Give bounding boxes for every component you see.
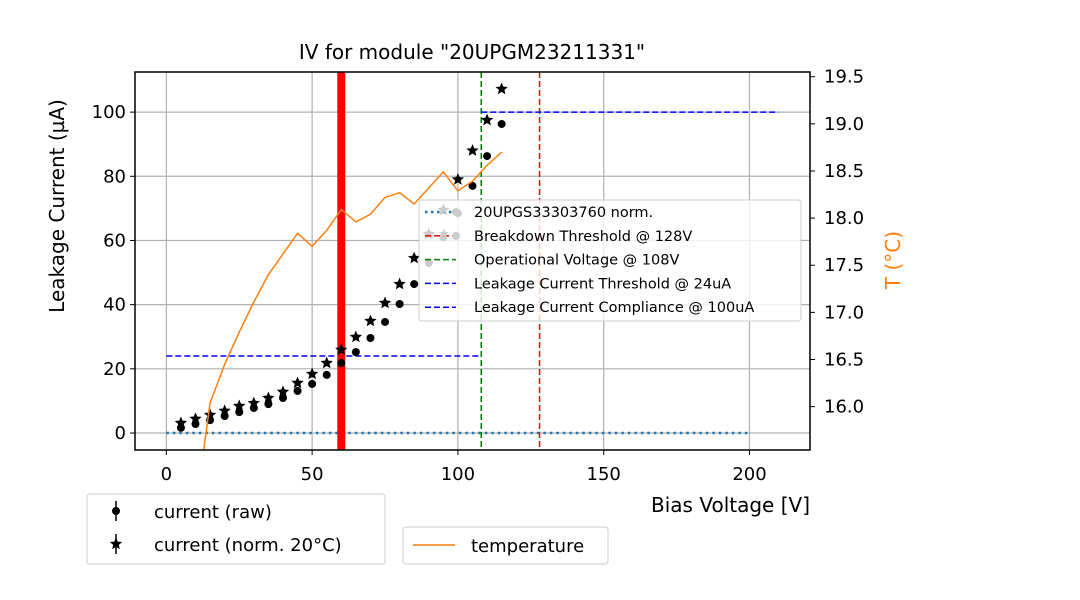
norm-current-point [233, 399, 246, 412]
y2-tick-label: 18.5 [824, 161, 864, 182]
legend-inner-label: Operational Voltage @ 108V [474, 253, 679, 269]
legend-inner-entry: 20UPGS33303760 norm. [425, 205, 653, 221]
norm-current-point [495, 82, 508, 95]
norm-current-point [320, 356, 333, 369]
y2-axis-ticks: 16.0 16.5 17.0 17.5 18.0 18.5 19.0 19.5 [810, 67, 864, 418]
y-tick-label: 40 [103, 295, 126, 316]
norm-current-point [305, 367, 319, 380]
raw-current-point [497, 119, 506, 128]
y2-tick-label: 19.0 [824, 114, 864, 135]
raw-current-point [293, 386, 302, 395]
norm-current-point [189, 412, 202, 425]
legend-current: current (raw) current (norm. 20°C) [86, 493, 386, 565]
y-tick-label: 0 [115, 423, 126, 444]
raw-current-point [351, 348, 360, 357]
legend-entry-norm: current (norm. 20°C) [109, 534, 342, 556]
legend-inner-label: Breakdown Threshold @ 128V [474, 229, 692, 245]
legend-inner-label: Leakage Current Compliance @ 100uA [474, 300, 754, 316]
legend-inner-entry: Leakage Current Threshold @ 24uA [425, 276, 731, 292]
legend-label-norm: current (norm. 20°C) [154, 535, 342, 556]
legend-dot-icon [452, 208, 460, 216]
x-tick-label: 50 [301, 464, 324, 485]
x-axis-ticks: 0 50 100 150 200 [161, 450, 767, 485]
norm-current-point [466, 144, 479, 156]
raw-current-point [381, 317, 390, 326]
y-tick-label: 20 [103, 359, 126, 380]
temperature-line [202, 151, 503, 450]
x-tick-label: 100 [441, 464, 475, 485]
legend-label-temperature: temperature [471, 536, 584, 557]
y2-tick-label: 17.5 [824, 255, 864, 276]
norm-current-point [174, 416, 188, 429]
temperature-series [202, 151, 503, 450]
raw-current-point [468, 181, 477, 190]
norm-current-point [291, 376, 304, 389]
y2-tick-label: 16.5 [824, 350, 864, 371]
legend-inner-entry: Breakdown Threshold @ 128V [425, 228, 692, 245]
x-tick-label: 0 [161, 464, 172, 485]
raw-current-point [322, 370, 331, 379]
raw-current-point [395, 299, 404, 308]
y-axis-label: Leakage Current (µA) [45, 99, 69, 313]
star-marker-icon [109, 537, 123, 550]
norm-current-point [247, 396, 260, 409]
y2-axis-label: T (°C) [881, 231, 905, 290]
legend-entry-raw: current (raw) [112, 501, 272, 523]
y-tick-label: 80 [103, 166, 126, 187]
norm-current-point [335, 343, 348, 356]
x-tick-label: 150 [587, 464, 621, 485]
y2-tick-label: 18.0 [824, 208, 864, 229]
norm-current-point [218, 404, 231, 417]
norm-current-point [408, 251, 421, 264]
y-tick-label: 100 [92, 102, 126, 123]
raw-current-point [337, 359, 346, 368]
norm-current-point [203, 408, 217, 421]
legend-star-icon [439, 228, 449, 238]
y2-tick-label: 17.0 [824, 302, 864, 323]
raw-current-point [410, 280, 419, 289]
y-axis-ticks: 0 20 40 60 80 100 [92, 102, 135, 444]
legend-label-raw: current (raw) [154, 502, 272, 523]
y-tick-label: 60 [103, 230, 126, 251]
raw-current-point [308, 379, 317, 388]
legend-inner-entry: Leakage Current Compliance @ 100uA [425, 300, 754, 316]
chart-title: IV for module "20UPGM23211331" [299, 40, 645, 64]
norm-current-point [451, 173, 465, 185]
norm-current-point [378, 296, 392, 309]
plot-frame [134, 71, 811, 451]
raw-current-point [366, 334, 375, 343]
norm-current-point [349, 330, 363, 343]
x-axis-label: Bias Voltage [V] [651, 493, 810, 517]
norm-current-point [480, 113, 494, 126]
norm-current-point [364, 314, 377, 327]
legend-temperature: temperature [402, 526, 609, 565]
y2-tick-label: 19.5 [824, 67, 864, 88]
norm-current-point [393, 277, 406, 290]
legend-reference-lines: 20UPGS33303760 norm. Breakdown Threshold … [418, 199, 802, 322]
norm-current-point [262, 391, 275, 404]
y2-tick-label: 16.0 [824, 397, 864, 418]
x-tick-label: 200 [732, 464, 766, 485]
legend-inner-label: 20UPGS33303760 norm. [474, 205, 653, 221]
legend-star-icon [439, 205, 449, 215]
norm-current-point [276, 385, 290, 398]
legend-dot-icon [452, 231, 460, 240]
raw-current-point [483, 152, 492, 161]
legend-inner-entry: Operational Voltage @ 108V [425, 253, 679, 269]
circle-marker-icon [112, 507, 120, 515]
legend-inner-label: Leakage Current Threshold @ 24uA [474, 276, 731, 292]
